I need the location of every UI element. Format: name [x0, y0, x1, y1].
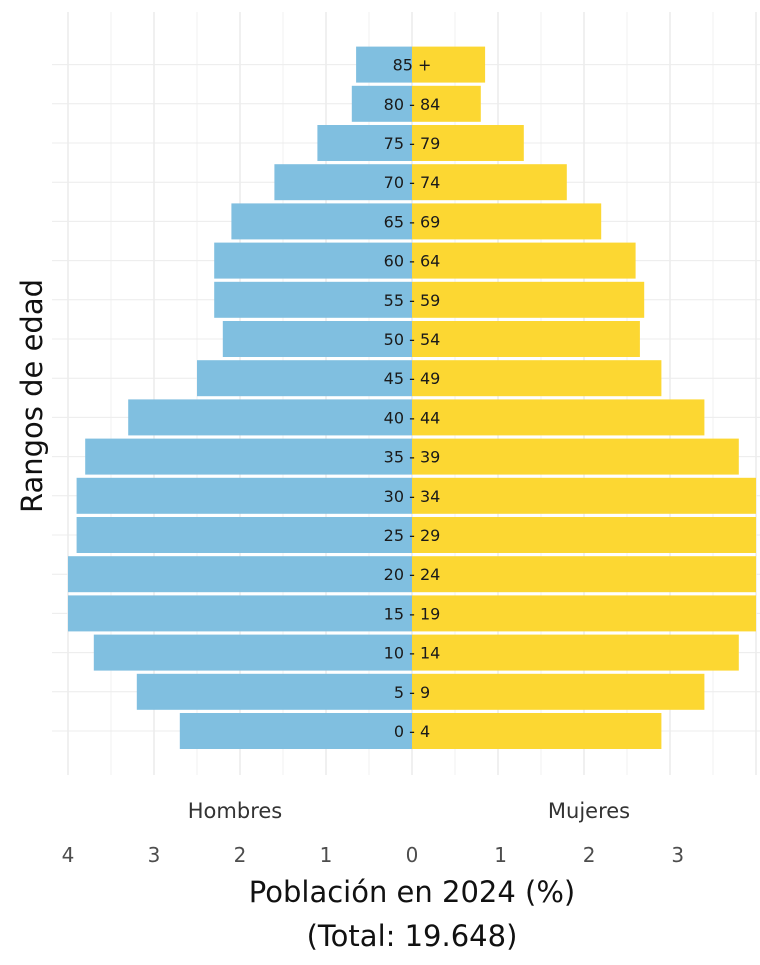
age-range-label: 30 - 34 — [384, 487, 441, 506]
bar-hombres — [214, 281, 412, 318]
bar-hombres — [356, 46, 412, 83]
bar-mujeres — [412, 517, 756, 553]
bar-mujeres — [412, 399, 705, 436]
bar-hombres — [85, 438, 412, 475]
age-range-label: 60 - 64 — [384, 252, 441, 271]
x-tick-label: 4 — [62, 843, 75, 867]
bar-mujeres — [412, 281, 645, 318]
age-range-label: 80 - 84 — [384, 95, 441, 114]
bar-hombres — [222, 321, 412, 357]
x-tick-label: 2 — [583, 843, 596, 867]
bar-hombres — [231, 203, 412, 240]
bar-hombres — [179, 713, 412, 749]
bar-mujeres — [412, 477, 756, 514]
age-range-label: 65 - 69 — [384, 212, 441, 231]
x-tick-label: 3 — [671, 843, 684, 867]
bar-mujeres — [412, 595, 756, 632]
bars-mujeres — [412, 46, 756, 749]
age-range-label: 35 - 39 — [384, 448, 441, 467]
age-range-label: 55 - 59 — [384, 291, 441, 310]
age-range-label: 25 - 29 — [384, 526, 441, 545]
bar-mujeres — [412, 634, 739, 671]
age-range-label: 75 - 79 — [384, 134, 441, 153]
age-range-label: 70 - 74 — [384, 173, 441, 192]
age-range-label: 50 - 54 — [384, 330, 441, 349]
bar-mujeres — [412, 438, 739, 475]
bar-mujeres — [412, 713, 662, 749]
x-tick-label: 2 — [234, 843, 247, 867]
age-range-label: 45 - 49 — [384, 369, 441, 388]
x-tick-label: 1 — [320, 843, 333, 867]
age-labels: 0 - 4 5 - 9 10 - 14 15 - 19 20 - 24 25 - 29 30… — [384, 56, 441, 741]
bar-hombres — [214, 242, 412, 279]
bar-hombres — [274, 164, 412, 201]
x-tick-labels: 4 3 2 1 0 1 2 3 — [62, 843, 684, 867]
side-label-hombres: Hombres — [188, 799, 282, 823]
bar-hombres — [128, 399, 412, 436]
bar-hombres — [197, 360, 412, 397]
x-axis-subtitle: (Total: 19.648) — [307, 919, 518, 953]
bar-mujeres — [412, 203, 602, 240]
bar-mujeres — [412, 321, 640, 357]
age-range-label: 85 + — [393, 56, 432, 75]
bar-mujeres — [412, 556, 756, 593]
bar-mujeres — [412, 242, 636, 279]
bar-hombres — [68, 556, 412, 593]
x-tick-label: 1 — [494, 843, 507, 867]
bar-mujeres — [412, 85, 481, 122]
side-label-mujeres: Mujeres — [548, 799, 630, 823]
bar-mujeres — [412, 164, 567, 201]
age-range-label: 40 - 44 — [384, 408, 441, 427]
bar-hombres — [76, 517, 412, 553]
age-range-label: 0 - 4 — [394, 722, 430, 741]
age-range-label: 15 - 19 — [384, 604, 441, 623]
bar-hombres — [93, 634, 413, 671]
x-tick-label: 0 — [406, 843, 419, 867]
x-tick-label: 3 — [148, 843, 161, 867]
bar-hombres — [76, 477, 412, 514]
bar-mujeres — [412, 46, 486, 83]
age-range-label: 10 - 14 — [384, 644, 441, 663]
bar-mujeres — [412, 125, 524, 161]
age-range-label: 5 - 9 — [394, 683, 430, 702]
bars-hombres — [68, 46, 413, 749]
y-axis-title: Rangos de edad — [15, 279, 49, 513]
x-axis-title: Población en 2024 (%) — [249, 875, 575, 909]
bar-hombres — [317, 125, 412, 161]
age-range-label: 20 - 24 — [384, 565, 441, 584]
bar-hombres — [68, 595, 412, 632]
bar-hombres — [351, 85, 412, 122]
bar-mujeres — [412, 673, 705, 710]
bar-mujeres — [412, 360, 662, 397]
bar-hombres — [136, 673, 413, 710]
